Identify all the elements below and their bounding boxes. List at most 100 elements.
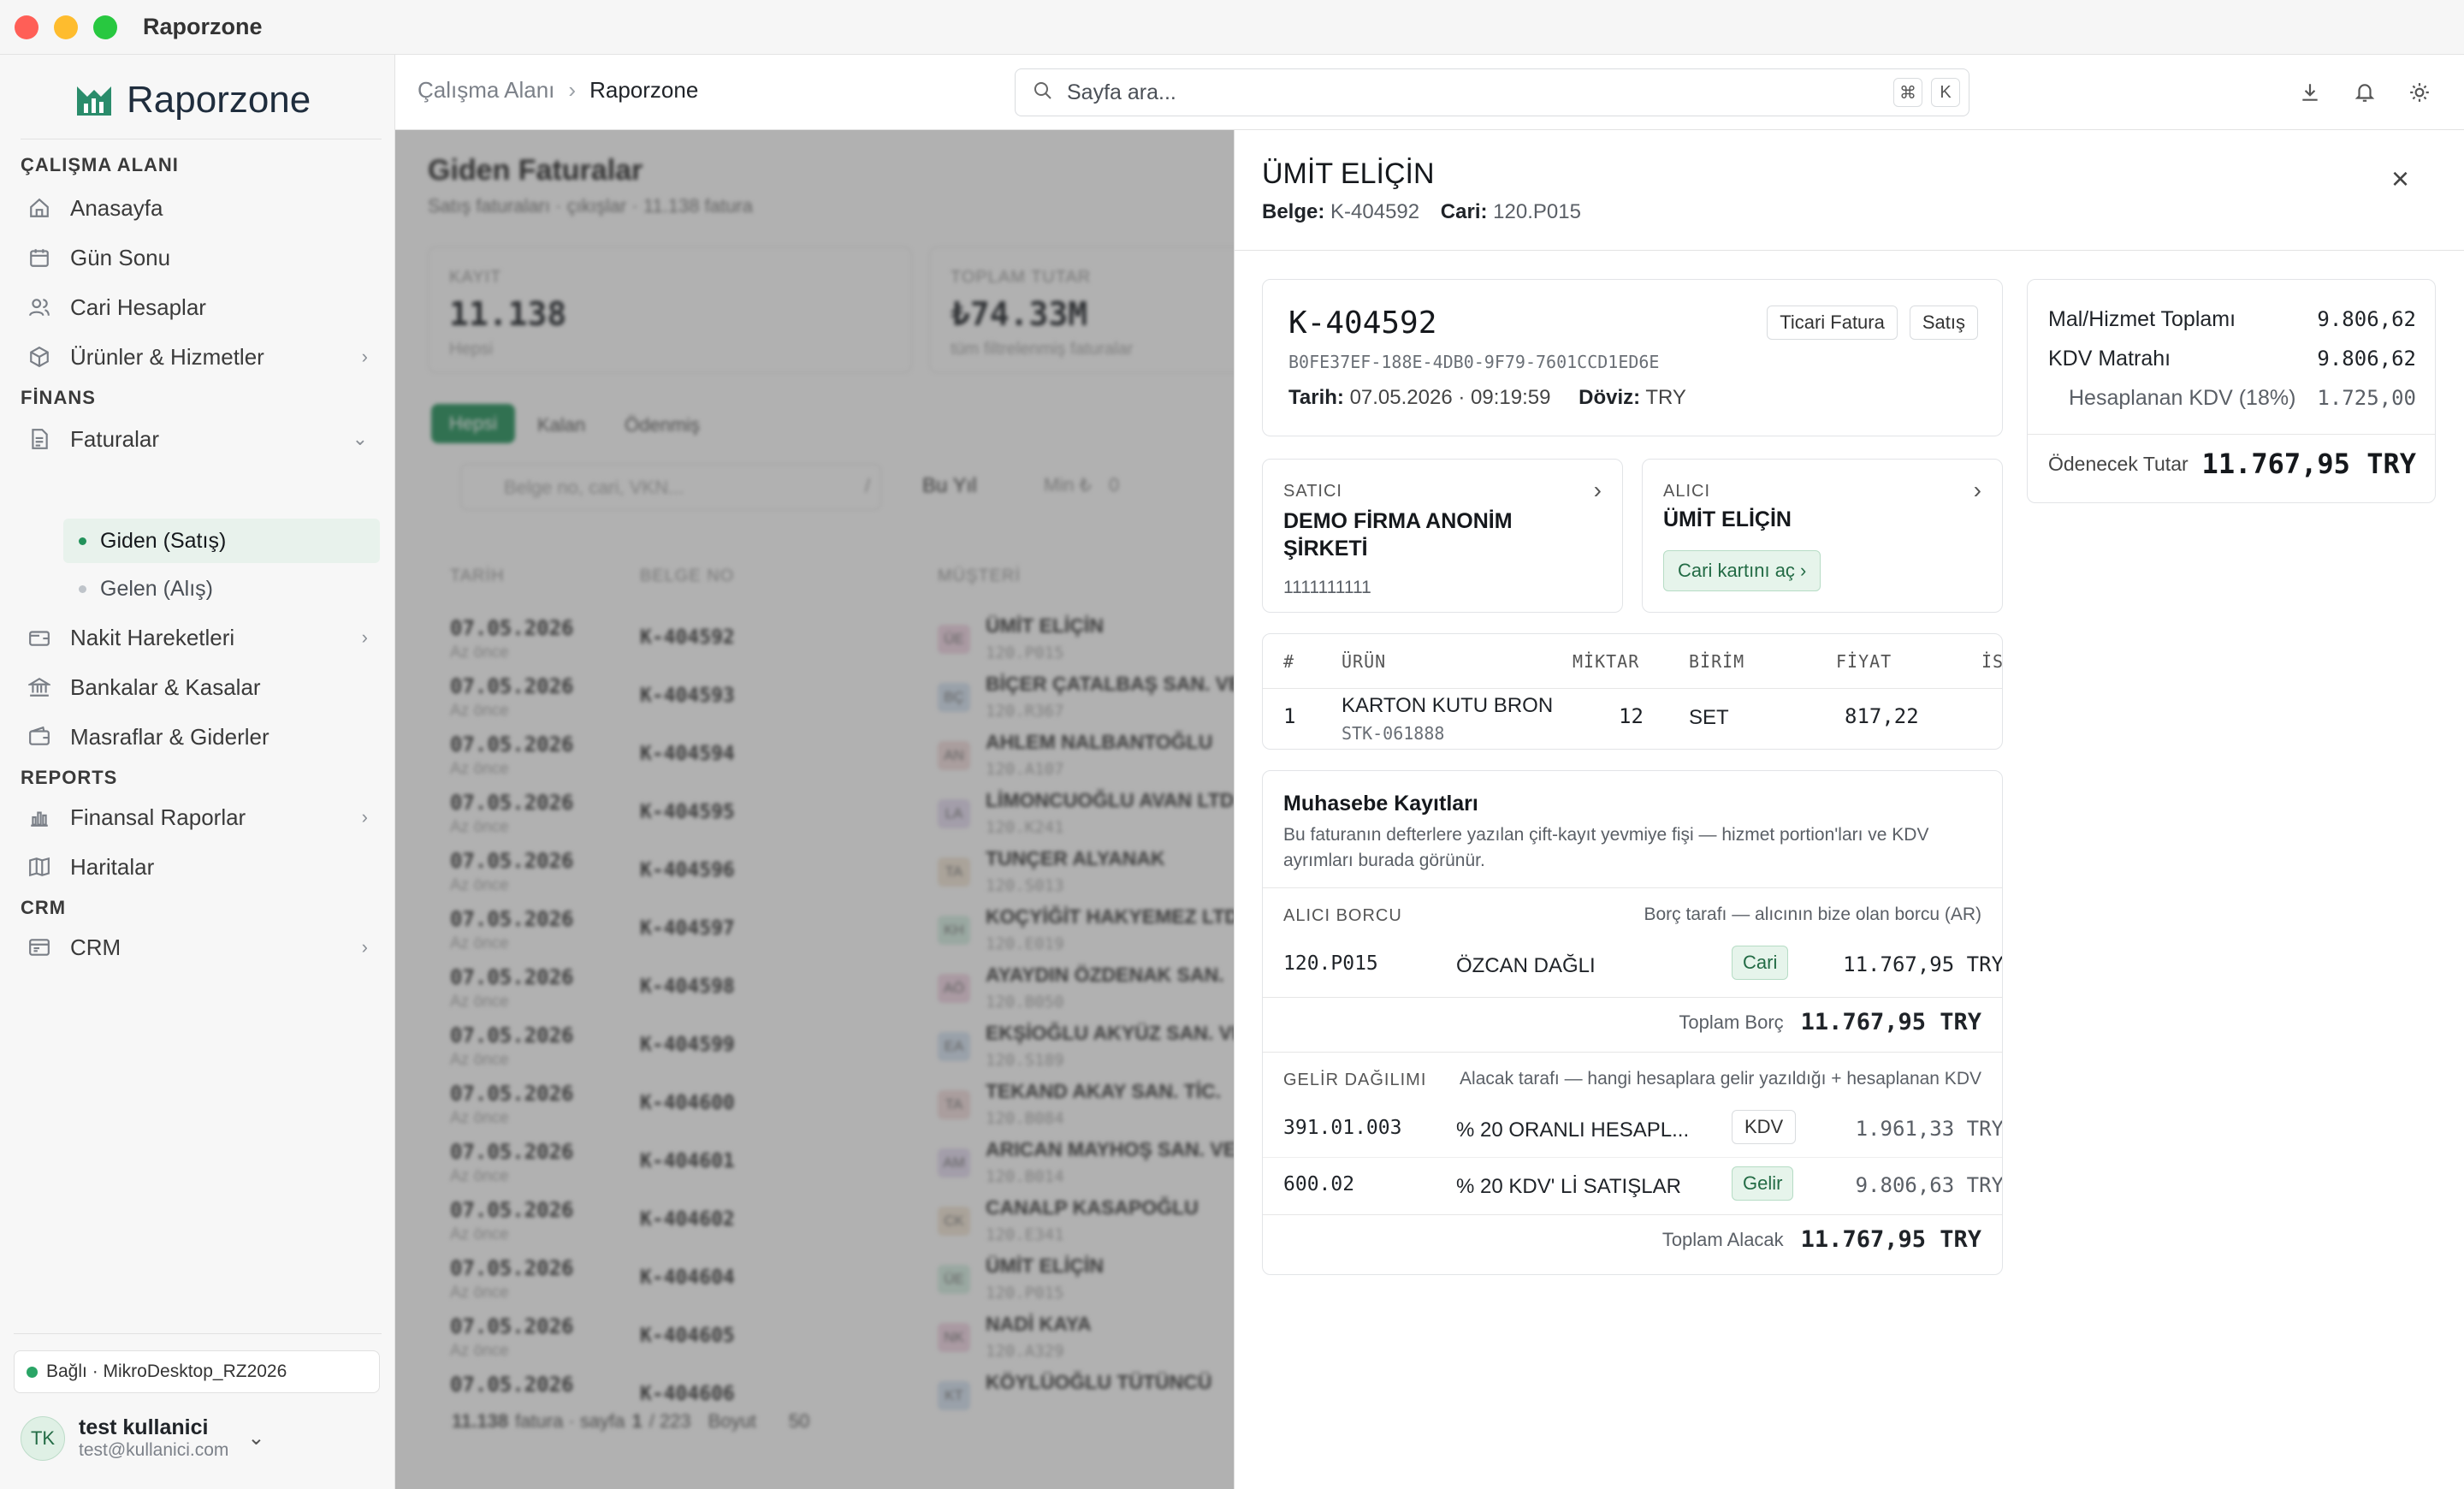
row-customer: ÜMİT ELİÇİN	[986, 614, 1104, 637]
divider	[1263, 997, 2002, 998]
row-index: 1	[1283, 704, 1296, 728]
table-row[interactable]: 1 KARTON KUTU BRON STK-061888 12 SET 817…	[1263, 689, 2002, 749]
row-customer-code: 120.K241	[986, 818, 1064, 837]
table-row[interactable]: 07.05.2026 Az önce K-404601 AM ARICAN MAYHOŞ…	[395, 1133, 1234, 1191]
filter-input[interactable]: Belge no, cari, VKN... /	[460, 464, 881, 510]
close-window-button[interactable]	[15, 15, 38, 39]
sidebar: Raporzone ÇALIŞMA ALANI Anasayfa Gün Son…	[0, 55, 395, 1489]
footer-text: fatura · sayfa	[515, 1410, 625, 1432]
stat-value: ₺74.33M	[951, 295, 1088, 333]
sidebar-item-nakit[interactable]: Nakit Hareketleri ›	[21, 616, 380, 659]
table-row[interactable]: 07.05.2026 Az önce K-404596 TA TUNÇER ALYANA…	[395, 842, 1234, 900]
buyer-card[interactable]: ALICI › ÜMİT ELİÇİN Cari kartını aç ›	[1642, 459, 2003, 613]
sidebar-item-haritalar[interactable]: Haritalar	[21, 845, 380, 888]
table-row[interactable]: 07.05.2026 Az önce K-404602 CK CANALP KASAPO…	[395, 1191, 1234, 1249]
invoice-card: K-404592 B0FE37EF-188E-4DB0-9F79-7601CCD…	[1262, 279, 2003, 436]
open-cari-card-button[interactable]: Cari kartını aç ›	[1663, 550, 1821, 591]
download-icon[interactable]	[2296, 79, 2324, 106]
zoom-window-button[interactable]	[93, 15, 117, 39]
table-row[interactable]: 07.05.2026 Az önce K-404604 ÜE ÜMİT ELİÇİN 12…	[395, 1249, 1234, 1308]
invoice-detail-panel: ÜMİT ELİÇİN Belge: K-404592 Cari: 120.P0…	[1234, 130, 2464, 1489]
table-row[interactable]: 07.05.2026 Az önce K-404599 EA EKŞİOĞLU AKYÜ…	[395, 1017, 1234, 1075]
chevron-down-icon: ⌄	[247, 1427, 265, 1450]
minimize-window-button[interactable]	[54, 15, 78, 39]
row-ago: Az önce	[450, 1109, 509, 1127]
tab-remaining[interactable]: Kalan	[537, 414, 586, 436]
period-select[interactable]: Bu Yıl	[922, 474, 977, 497]
table-row[interactable]: 07.05.2026 Az önce K-404594 AN AHLEM NALBANT…	[395, 726, 1234, 784]
user-name: test kullanici	[79, 1415, 209, 1439]
sidebar-item-faturalar[interactable]: Faturalar ⌄	[21, 418, 380, 460]
page-search[interactable]: Sayfa ara... ⌘ K	[1015, 68, 1969, 116]
tab-paid[interactable]: Ödenmiş	[625, 414, 701, 436]
min-value[interactable]: 0	[1109, 474, 1120, 495]
row-date: 07.05.2026	[450, 1256, 574, 1280]
table-row[interactable]: 07.05.2026 Az önce K-404597 KH KOÇYİĞİT HAKY…	[395, 900, 1234, 958]
table-row[interactable]: 07.05.2026 Az önce K-404593 BÇ BİÇER ÇATALBA…	[395, 667, 1234, 726]
table-row[interactable]: 07.05.2026 Az önce K-404595 LA LİMONCUOĞLU A…	[395, 784, 1234, 842]
total-label: Mal/Hizmet Toplamı	[2048, 307, 2236, 331]
customer-initials: AN	[938, 741, 970, 770]
table-row[interactable]: 07.05.2026 K-404606 KT KÖYLÜOĞLU TÜTÜNCÜ	[395, 1366, 1234, 1424]
footer-size-label: Boyut	[708, 1410, 756, 1432]
accounting-desc: Bu faturanın defterlere yazılan çift-kay…	[1283, 825, 1929, 870]
table-row[interactable]: 07.05.2026 Az önce K-404600 TA TEKAND AKAY S…	[395, 1075, 1234, 1133]
items-header: # ÜRÜN MİKTAR BİRİM FİYAT İS	[1263, 634, 2002, 689]
row-belge-no: K-404600	[640, 1092, 735, 1114]
seller-card[interactable]: SATICI › DEMO FİRMA ANONİM ŞİRKETİ 11111…	[1262, 459, 1623, 613]
row-customer-code: 120.A107	[986, 760, 1064, 779]
table-row[interactable]: 07.05.2026 Az önce K-404592 ÜE ÜMİT ELİÇİN 12…	[395, 609, 1234, 667]
sidebar-item-finansal-raporlar[interactable]: Finansal Raporlar ›	[21, 796, 380, 839]
row-ago: Az önce	[450, 1167, 509, 1185]
brand-logo[interactable]: Raporzone	[75, 79, 311, 122]
tab-all[interactable]: Hepsi	[431, 404, 515, 443]
kbd-cmd: ⌘	[1893, 78, 1922, 107]
page-subtitle: Satış faturaları · çıkışlar · 11.138 fat…	[428, 195, 753, 217]
page-title: Giden Faturalar	[428, 154, 643, 187]
user-menu[interactable]: TK test kullanici test@kullanici.com ⌄	[21, 1415, 264, 1461]
sidebar-item-gun-sonu[interactable]: Gün Sonu	[21, 236, 380, 279]
window-titlebar: Raporzone	[0, 0, 2464, 55]
table-row[interactable]: 07.05.2026 Az önce K-404605 NK NADİ KAYA 120.…	[395, 1308, 1234, 1366]
account-code: 391.01.003	[1283, 1117, 1402, 1139]
detail-subtitle: Belge: K-404592 Cari: 120.P015	[1262, 200, 1581, 224]
sidebar-item-label: Cari Hesaplar	[70, 294, 206, 320]
sidebar-item-cari-hesaplar[interactable]: Cari Hesaplar	[21, 286, 380, 329]
theme-toggle-icon[interactable]	[2406, 79, 2433, 106]
bell-icon[interactable]	[2351, 79, 2378, 106]
modal-backdrop[interactable]	[395, 130, 1234, 1489]
stat-value: 11.138	[449, 295, 567, 333]
stat-note: Hepsi	[449, 340, 494, 359]
credit-row: 391.01.003 % 20 ORANLI HESAPL... KDV 1.9…	[1263, 1101, 2002, 1158]
row-date: 07.05.2026	[450, 1198, 574, 1222]
credit-total: 11.767,95 TRY	[1800, 1226, 1981, 1253]
row-date: 07.05.2026	[450, 1373, 574, 1397]
breadcrumb-item[interactable]: Çalışma Alanı	[418, 77, 555, 103]
credit-row: 600.02 % 20 KDV' Lİ SATIŞLAR Gelir 9.806…	[1263, 1158, 2002, 1214]
sidebar-item-masraflar[interactable]: Masraflar & Giderler	[21, 715, 380, 758]
search-input[interactable]: Sayfa ara...	[1067, 80, 1176, 104]
section-crm: CRM	[21, 897, 67, 918]
sidebar-item-crm[interactable]: CRM ›	[21, 926, 380, 969]
row-belge-no: K-404605	[640, 1325, 735, 1347]
col-index: #	[1283, 651, 1295, 672]
row-date: 07.05.2026	[450, 849, 574, 873]
table-row[interactable]: 07.05.2026 Az önce K-404598 AÖ AYAYDIN ÖZDEN…	[395, 958, 1234, 1017]
payable-row: Ödenecek Tutar 11.767,95 TRY	[2048, 448, 2416, 480]
filter-placeholder: Belge no, cari, VKN...	[504, 477, 684, 498]
close-icon[interactable]: ×	[2391, 161, 2410, 196]
sidebar-item-anasayfa[interactable]: Anasayfa	[21, 187, 380, 229]
sidebar-item-bankalar[interactable]: Bankalar & Kasalar	[21, 666, 380, 709]
sidebar-subitem-giden[interactable]: Giden (Satış)	[63, 519, 380, 563]
page-size-select[interactable]: 50	[788, 1410, 810, 1432]
footer-count: 11.138	[452, 1410, 509, 1432]
row-customer: ARICAN MAYHOŞ SAN. VE	[986, 1138, 1234, 1160]
cari-label: Cari:	[1440, 200, 1488, 223]
customer-initials: TA	[938, 857, 970, 887]
row-ago: Az önce	[450, 644, 509, 661]
sidebar-subitem-gelen[interactable]: Gelen (Alış)	[63, 567, 380, 611]
row-customer: BİÇER ÇATALBAŞ SAN. VE	[986, 673, 1234, 695]
sidebar-item-urunler[interactable]: Ürünler & Hizmetler ›	[21, 335, 380, 378]
payable-label: Ödenecek Tutar	[2048, 452, 2189, 475]
bank-icon	[26, 673, 53, 701]
